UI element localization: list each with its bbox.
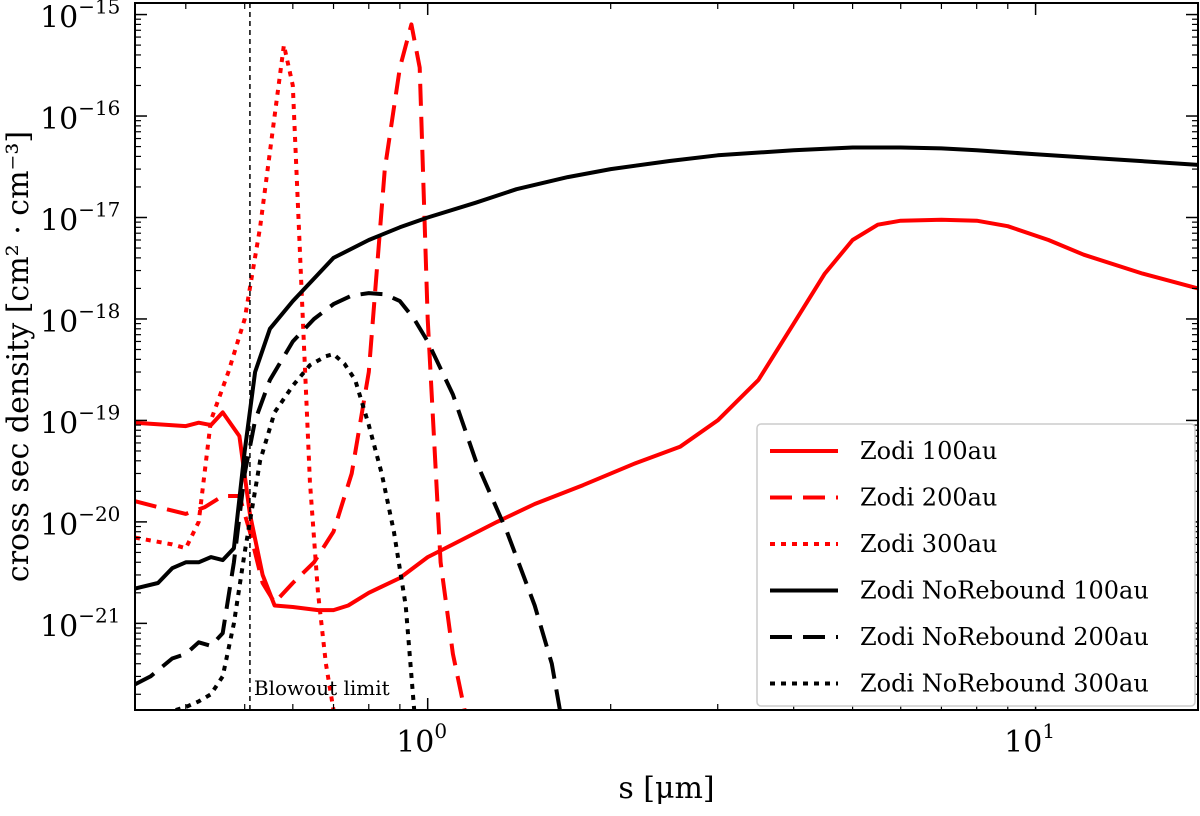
y-tick-label: 10−19 [40,400,120,441]
legend: Zodi 100au Zodi 200au Zodi 300au Zodi NoReb… [756,423,1196,707]
legend-label-6: Zodi NoRebound 300au [860,670,1149,698]
legend-entries: Zodi 100au Zodi 200au Zodi 300au Zodi NoReb… [770,437,1149,698]
x-tick-label: 101 [1004,719,1055,760]
plot-frame [134,2,1199,711]
x-axis-label: s [μm] [618,771,714,806]
legend-label-1: Zodi 100au [860,437,997,465]
legend-label-2: Zodi 200au [860,484,997,512]
y-tick-label: 10−18 [40,299,120,340]
series-line-3 [135,43,336,710]
y-tick-label: 10−17 [40,197,120,238]
legend-label-4: Zodi NoRebound 100au [860,577,1149,605]
legend-label-3: Zodi 300au [860,530,997,558]
legend-box [756,423,1196,707]
series-line-4 [135,145,1198,591]
y-tick-label: 10−16 [40,96,120,137]
x-tick-label: 100 [396,719,447,760]
legend-label-5: Zodi NoRebound 200au [860,623,1149,651]
y-tick-label: 10−21 [40,603,120,644]
y-tick-label: 10−15 [40,0,120,36]
y-tick-label: 10−20 [40,502,120,543]
series-line-2 [135,22,467,710]
series-layer [135,22,1198,710]
series-line-5 [135,291,562,710]
blowout-limit-label: Blowout limit [254,676,390,700]
y-axis-label: cross sec density [cm² · cm⁻³] [1,131,36,582]
series-line-6 [175,352,417,710]
series-line-1 [135,217,1198,613]
